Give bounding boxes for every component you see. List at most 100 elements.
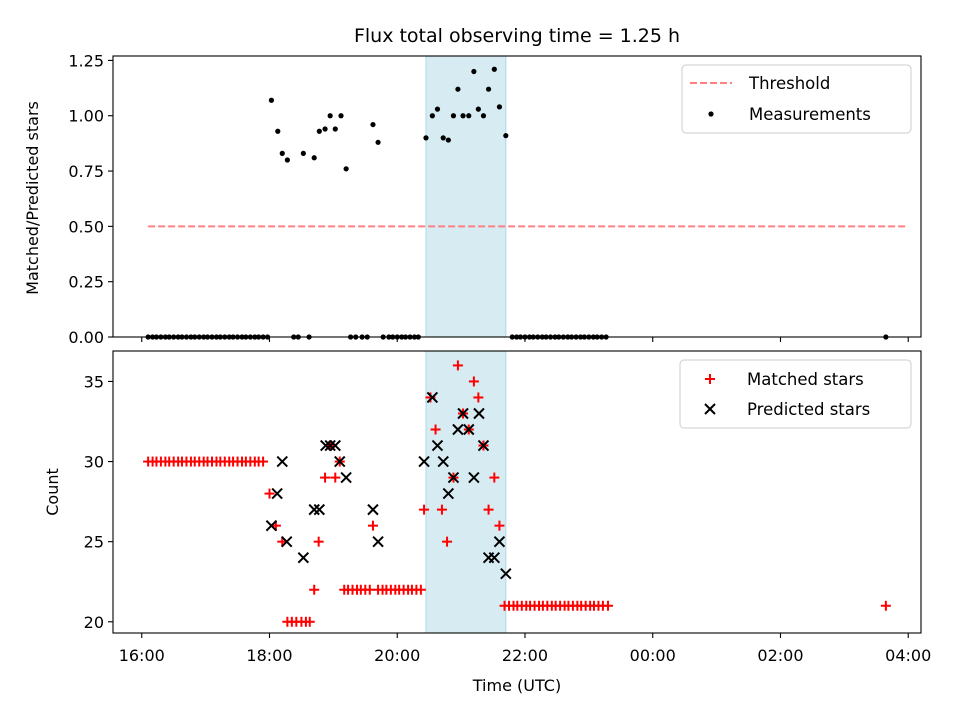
- matched-star-point: [880, 600, 891, 611]
- predicted-star-point: [468, 471, 480, 484]
- measurement-point: [284, 157, 290, 163]
- measurement-point: [316, 128, 322, 134]
- observing-window: [425, 55, 507, 338]
- axes-frame: [112, 350, 922, 634]
- predicted-star-point: [418, 455, 430, 468]
- predicted-star-point: [463, 423, 475, 436]
- measurement-point: [332, 126, 338, 132]
- axes-frame: [112, 55, 922, 338]
- y-tick-label: 35: [84, 372, 104, 391]
- measurement-point: [322, 126, 328, 132]
- predicted-star-point: [457, 407, 469, 420]
- measurement-point: [485, 86, 492, 92]
- predicted-star-point: [319, 439, 332, 452]
- predicted-star-point: [437, 455, 449, 468]
- measurement-point: [327, 113, 333, 119]
- x-tick-label: 18:00: [246, 646, 292, 665]
- predicted-star-point: [340, 471, 352, 484]
- legend-box: [679, 359, 912, 429]
- matched-star-point: [494, 520, 505, 531]
- matched-star-point: [304, 616, 315, 627]
- matched-star-point: [430, 424, 441, 435]
- measurement-point: [268, 97, 275, 103]
- matched-star-point: [425, 392, 436, 403]
- matched-star-point: [489, 472, 500, 483]
- y-axis-label-ratio: Matched/Predicted stars: [23, 101, 42, 295]
- x-tick-label: 22:00: [502, 646, 548, 665]
- predicted-star-point: [308, 503, 320, 516]
- matched-star-point: [442, 536, 453, 547]
- y-tick-label: 0.50: [68, 217, 104, 236]
- legend-predicted-label: Predicted stars: [747, 400, 870, 419]
- predicted-star-point: [297, 551, 310, 564]
- matched-star-point: [330, 472, 341, 483]
- predicted-star-point: [271, 487, 283, 500]
- ratio-panel: 0.00 0.25 0.50 0.75 1.00 1.25 Threshold Measure…: [68, 51, 922, 347]
- x-axis-label: Time (UTC): [472, 676, 561, 695]
- legend: Threshold Measurements: [681, 64, 912, 134]
- matched-star-point: [264, 488, 275, 499]
- measurement-point: [471, 68, 477, 75]
- measurement-point: [429, 113, 435, 119]
- measurement-point: [491, 66, 497, 72]
- predicted-star-point: [313, 503, 326, 516]
- matched-star-point: [367, 520, 378, 531]
- measurement-point: [503, 133, 509, 139]
- predicted-star-point: [447, 471, 460, 484]
- predicted-star-point: [372, 535, 384, 548]
- matched-star-point: [483, 504, 494, 515]
- y-tick-label: 1.00: [68, 107, 104, 126]
- y-tick-label: 20: [84, 613, 104, 632]
- y-tick-label: 0.75: [68, 162, 104, 181]
- matched-star-point: [452, 360, 463, 371]
- measurement-point: [455, 86, 461, 92]
- observing-window: [425, 350, 507, 634]
- x-tick-label: 20:00: [374, 646, 420, 665]
- measurement-point: [279, 150, 285, 156]
- matched-star-point: [313, 536, 324, 547]
- legend-measurements-swatch: [708, 111, 714, 117]
- y-tick-label: 1.25: [68, 51, 104, 70]
- predicted-star-point: [473, 407, 485, 420]
- predicted-star-point: [281, 535, 293, 548]
- matched-star-point: [603, 600, 614, 611]
- measurement-point: [480, 113, 487, 119]
- measurement-point: [460, 113, 466, 119]
- predicted-star-point: [367, 503, 379, 516]
- y-tick-label: 25: [84, 533, 104, 552]
- predicted-star-point: [324, 439, 336, 452]
- legend-predicted-swatch: [704, 403, 716, 415]
- x-tick-label: 16:00: [119, 646, 165, 665]
- measurement-point: [445, 137, 451, 143]
- measurement-point: [475, 106, 481, 112]
- predicted-star-point: [442, 487, 455, 500]
- y-axis-label-count: Count: [43, 468, 62, 516]
- predicted-star-point: [426, 391, 439, 404]
- measurement-point: [275, 128, 281, 134]
- y-tick-label: 30: [84, 453, 104, 472]
- x-tick-label: 04:00: [885, 646, 931, 665]
- measurement-point: [423, 135, 429, 141]
- predicted-star-point: [488, 551, 501, 564]
- predicted-star-point: [431, 439, 444, 452]
- measurement-point: [466, 113, 472, 119]
- predicted-star-point: [493, 535, 506, 548]
- measurement-point: [370, 121, 376, 128]
- matched-star-point: [309, 584, 320, 595]
- measurement-point: [434, 106, 441, 112]
- predicted-star-point: [276, 455, 288, 468]
- matched-star-point: [436, 504, 447, 515]
- predicted-star-point: [500, 568, 512, 580]
- predicted-star-point: [329, 439, 341, 452]
- measurement-point: [440, 135, 446, 141]
- matched-star-point: [468, 376, 479, 387]
- legend: Matched stars Predicted stars: [679, 359, 912, 429]
- measurement-point: [375, 139, 381, 145]
- legend-matched-label: Matched stars: [747, 370, 864, 389]
- matched-star-point: [419, 504, 430, 515]
- legend-matched-swatch: [705, 374, 715, 384]
- legend-measurements-label: Measurements: [749, 105, 871, 124]
- predicted-star-point: [334, 455, 346, 468]
- legend-box: [681, 64, 912, 134]
